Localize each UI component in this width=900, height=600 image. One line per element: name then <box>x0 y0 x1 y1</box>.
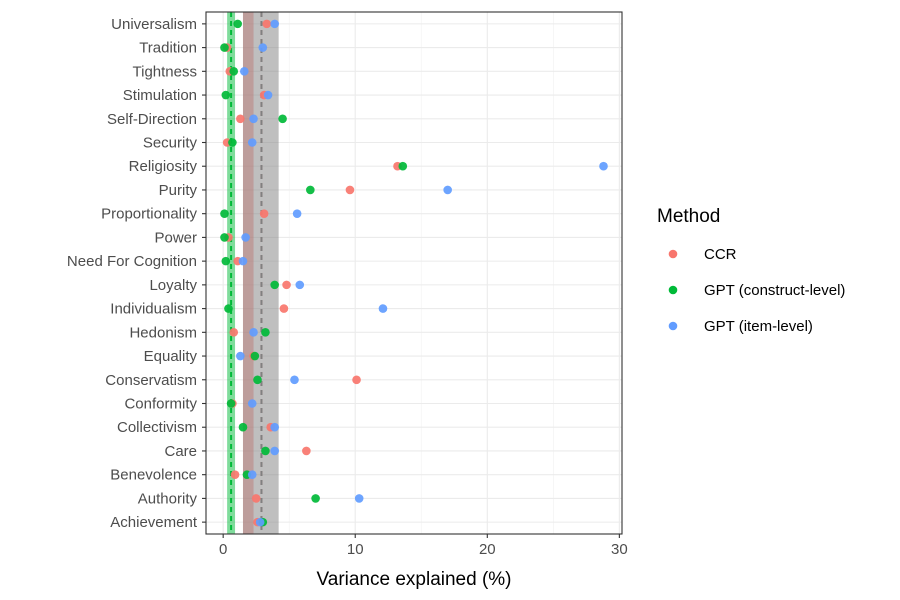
y-tick-label: Conformity <box>124 396 197 413</box>
y-tick-label: Religiosity <box>129 158 198 175</box>
y-tick-label: Proportionality <box>101 206 197 223</box>
data-point <box>238 256 248 266</box>
y-tick-label: Loyalty <box>149 277 197 294</box>
legend-key <box>668 321 678 331</box>
data-point <box>263 90 273 100</box>
data-point <box>302 446 311 456</box>
data-point <box>262 19 272 29</box>
data-point <box>270 280 279 290</box>
data-point <box>270 19 279 29</box>
y-tick-label: Purity <box>159 182 198 199</box>
x-axis: 0 10 20 30 <box>219 534 628 558</box>
plot-panel-border <box>205 11 623 535</box>
data-point <box>259 209 269 218</box>
y-tick-label: Achievement <box>110 514 198 531</box>
data-point <box>230 470 240 479</box>
y-tick-label: Tradition <box>139 40 197 57</box>
data-point <box>221 90 231 100</box>
data-point <box>239 67 249 76</box>
legend-key <box>668 285 678 295</box>
data-point <box>354 494 364 503</box>
data-point <box>261 328 270 337</box>
data-point <box>220 43 229 52</box>
data-point <box>236 351 245 361</box>
data-point <box>221 256 231 266</box>
data-point <box>229 328 239 337</box>
legend-title: Method <box>657 206 720 227</box>
data-point <box>261 446 270 456</box>
data-point <box>599 161 608 171</box>
data-point <box>311 494 320 503</box>
x-tick-label: 0 <box>219 541 227 558</box>
data-point <box>443 185 452 195</box>
data-point <box>255 517 265 527</box>
x-tick-label: 20 <box>479 541 496 558</box>
data-point <box>247 470 257 479</box>
data-point <box>241 233 250 242</box>
data-point <box>279 304 289 313</box>
data-point <box>229 67 239 76</box>
legend-key <box>668 249 678 259</box>
data-point <box>282 280 291 290</box>
y-tick-label: Security <box>143 135 198 152</box>
x-axis-title: Variance explained (%) <box>316 569 511 590</box>
y-tick-label: Hedonism <box>129 324 197 341</box>
y-tick-label: Universalism <box>111 16 197 33</box>
data-point <box>292 209 302 218</box>
y-tick-label: Power <box>154 229 197 246</box>
data-point <box>249 328 258 337</box>
data-point <box>228 138 237 147</box>
y-tick-label: Authority <box>138 490 198 507</box>
y-tick-label: Conservatism <box>105 372 197 389</box>
data-point <box>352 375 361 385</box>
data-point <box>250 351 260 361</box>
reference-bands <box>227 12 279 534</box>
data-point <box>345 185 355 195</box>
legend-label: CCR <box>704 246 737 263</box>
data-points <box>220 19 608 527</box>
legend: Method CCR GPT (construct-level) GPT (item… <box>657 206 845 335</box>
data-point <box>295 280 305 290</box>
y-axis: Universalism Tradition Tightness Stimulatio… <box>67 16 206 531</box>
data-point <box>220 233 229 242</box>
data-point <box>378 304 388 313</box>
y-tick-label: Collectivism <box>117 419 197 436</box>
data-point <box>290 375 299 385</box>
data-point <box>220 209 229 218</box>
y-tick-label: Care <box>164 443 197 460</box>
data-point <box>233 19 242 29</box>
data-point <box>306 185 315 195</box>
y-tick-label: Individualism <box>110 301 197 318</box>
x-tick-label: 10 <box>347 541 364 558</box>
data-point <box>270 422 279 432</box>
data-point <box>247 399 257 408</box>
x-tick-label: 30 <box>611 541 628 558</box>
y-tick-label: Self-Direction <box>107 111 197 128</box>
data-point <box>236 114 245 124</box>
y-tick-label: Tightness <box>133 63 197 80</box>
data-point <box>258 43 268 52</box>
y-tick-label: Need For Cognition <box>67 253 197 270</box>
data-point <box>249 114 258 124</box>
data-point <box>278 114 287 124</box>
y-tick-label: Benevolence <box>110 467 197 484</box>
y-tick-label: Stimulation <box>123 87 197 104</box>
data-point <box>224 304 233 313</box>
legend-label: GPT (construct-level) <box>704 282 845 299</box>
data-point <box>247 138 257 147</box>
reference-lines <box>230 12 263 534</box>
data-point <box>270 446 279 456</box>
y-tick-label: Equality <box>144 348 198 365</box>
data-point <box>251 494 261 503</box>
data-point <box>398 161 408 171</box>
data-point <box>253 375 262 385</box>
data-point <box>238 422 248 432</box>
legend-label: GPT (item-level) <box>704 318 813 335</box>
data-point <box>226 399 236 408</box>
